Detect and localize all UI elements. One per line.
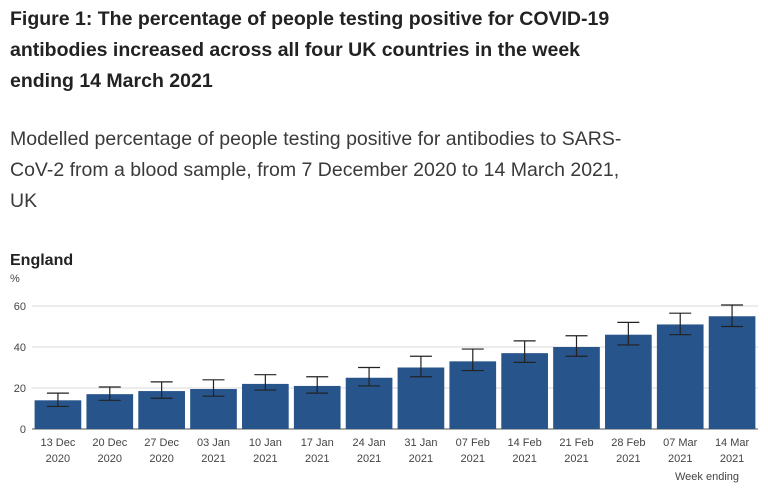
bar bbox=[708, 316, 756, 429]
y-tick-label: 40 bbox=[14, 342, 26, 354]
x-tick-label: 31 Jan bbox=[404, 437, 437, 449]
x-tick-label-year: 2021 bbox=[512, 453, 536, 465]
x-tick-label-year: 2021 bbox=[564, 453, 588, 465]
x-tick-label: 14 Mar bbox=[715, 437, 750, 449]
figure-title-line: Figure 1: The percentage of people testi… bbox=[10, 8, 610, 30]
x-tick-label: 21 Feb bbox=[559, 437, 593, 449]
x-axis-label: Week ending bbox=[675, 471, 739, 483]
x-tick-label: 28 Feb bbox=[611, 437, 645, 449]
x-tick-label-year: 2021 bbox=[616, 453, 640, 465]
figure-title: Figure 1: The percentage of people testi… bbox=[10, 4, 750, 97]
y-axis-unit-label: % bbox=[10, 273, 20, 285]
bar bbox=[501, 353, 548, 429]
x-tick-label-year: 2021 bbox=[305, 453, 329, 465]
bar bbox=[397, 367, 445, 429]
x-tick-label-year: 2021 bbox=[253, 453, 277, 465]
x-tick-label: 07 Mar bbox=[663, 437, 698, 449]
x-tick-label: 17 Jan bbox=[301, 437, 334, 449]
figure-subtitle-line: Modelled percentage of people testing po… bbox=[10, 128, 622, 150]
x-tick-label-year: 2020 bbox=[46, 453, 70, 465]
x-tick-label-year: 2021 bbox=[720, 453, 744, 465]
x-tick-label: 27 Dec bbox=[144, 437, 179, 449]
x-tick-label: 10 Jan bbox=[249, 437, 282, 449]
y-tick-label: 60 bbox=[14, 301, 26, 313]
bar bbox=[605, 334, 652, 429]
bar bbox=[656, 324, 704, 429]
x-tick-label-year: 2020 bbox=[149, 453, 173, 465]
figure-title-line: ending 14 March 2021 bbox=[10, 70, 213, 92]
x-tick-label: 20 Dec bbox=[92, 437, 127, 449]
x-tick-label-year: 2021 bbox=[461, 453, 485, 465]
x-tick-label-year: 2021 bbox=[201, 453, 225, 465]
x-tick-label-year: 2021 bbox=[357, 453, 381, 465]
bar bbox=[449, 361, 497, 429]
figure-title-line: antibodies increased across all four UK … bbox=[10, 39, 581, 61]
bar bbox=[553, 347, 600, 429]
x-tick-label: 07 Feb bbox=[456, 437, 490, 449]
figure-subtitle-line: CoV-2 from a blood sample, from 7 Decemb… bbox=[10, 159, 620, 181]
bar bbox=[242, 383, 289, 429]
chart-panel-title: England bbox=[10, 252, 74, 269]
y-tick-label: 20 bbox=[14, 383, 26, 395]
x-tick-label: 14 Feb bbox=[508, 437, 542, 449]
bar-chart: 0 20 40 60 13 Dec 2020 20 Dec 2020 27 Dec 2020 03 … bbox=[14, 301, 758, 483]
figure-subtitle-line: UK bbox=[10, 190, 38, 212]
figure-subtitle: Modelled percentage of people testing po… bbox=[10, 124, 710, 217]
x-tick-label-year: 2021 bbox=[409, 453, 433, 465]
x-tick-label: 13 Dec bbox=[40, 437, 75, 449]
y-tick-label: 0 bbox=[20, 424, 26, 436]
x-tick-label-year: 2021 bbox=[668, 453, 692, 465]
x-tick-label-year: 2020 bbox=[98, 453, 122, 465]
x-tick-label: 24 Jan bbox=[353, 437, 386, 449]
x-tick-label: 03 Jan bbox=[197, 437, 230, 449]
